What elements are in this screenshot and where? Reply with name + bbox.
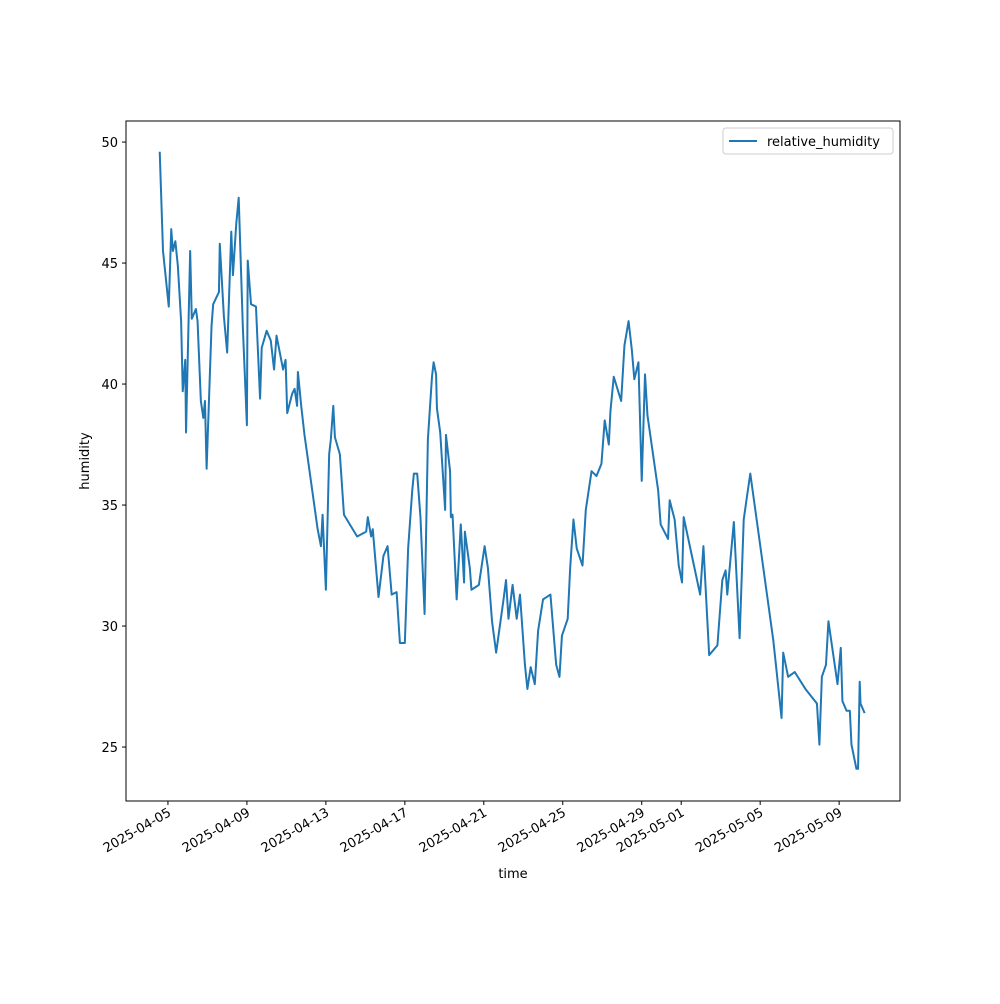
y-tick-label: 30 [101, 620, 118, 635]
y-tick-label: 25 [101, 741, 118, 756]
y-tick-label: 35 [101, 499, 118, 514]
data-line [158, 151, 866, 770]
y-tick-label: 45 [101, 257, 118, 272]
y-tick-label: 50 [101, 136, 118, 151]
legend: relative_humidity [722, 127, 894, 155]
y-axis-label: humidity [78, 432, 93, 490]
legend-label: relative_humidity [767, 135, 880, 150]
axes-frame [125, 120, 901, 802]
y-tick-label: 40 [101, 378, 118, 393]
legend-box [722, 127, 894, 155]
x-axis-label: time [498, 867, 527, 882]
